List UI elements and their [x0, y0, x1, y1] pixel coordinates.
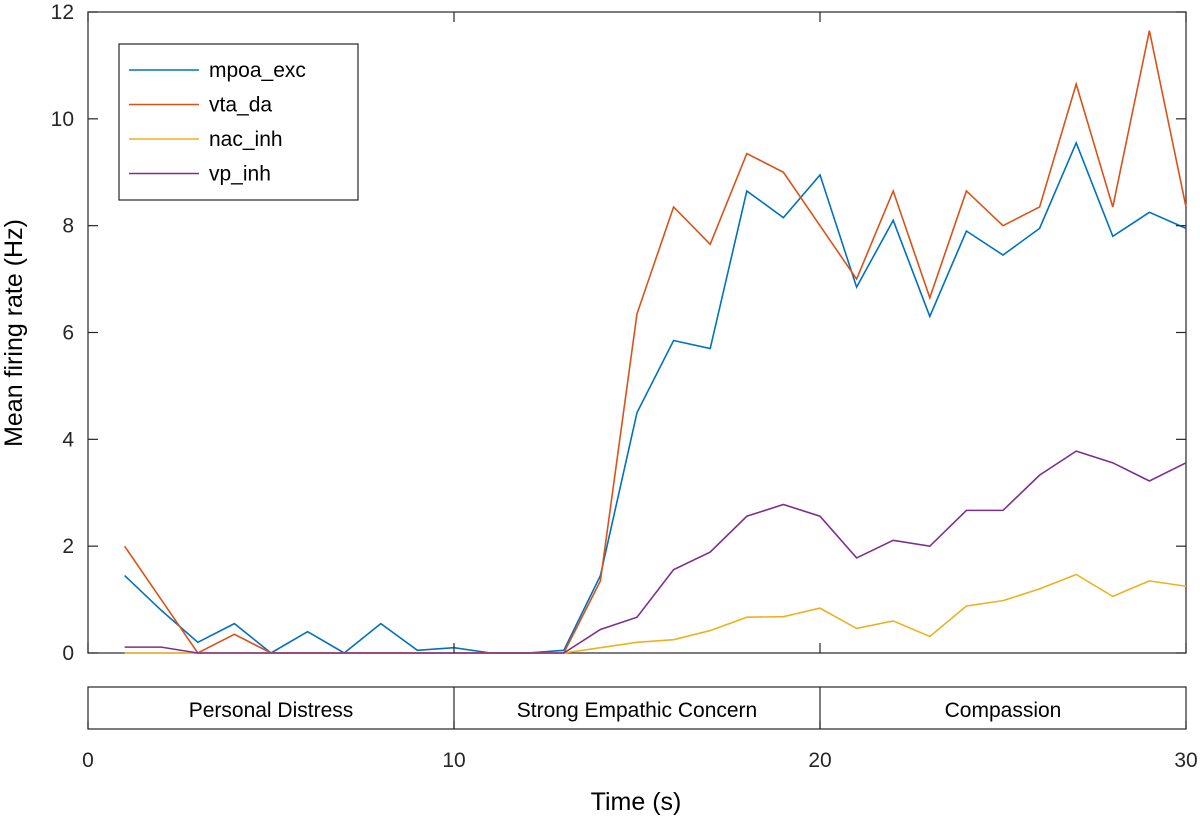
legend-label-nac_inh: nac_inh [209, 128, 283, 151]
y-axis: 0 2 4 6 8 10 12 [51, 1, 1187, 665]
y-tick-label: 8 [62, 215, 74, 238]
x-tick-label: 20 [808, 749, 831, 772]
y-tick-label: 4 [62, 428, 74, 451]
x-axis: 0 10 20 30 [82, 721, 1198, 772]
phase-bar: Personal Distress Strong Empathic Concern… [87, 686, 1187, 730]
legend-label-vp_inh: vp_inh [209, 163, 271, 186]
legend-label-mpoa_exc: mpoa_exc [209, 59, 306, 82]
phase-label: Personal Distress [189, 699, 354, 722]
y-tick-label: 2 [62, 535, 74, 558]
x-tick-label: 10 [442, 749, 465, 772]
series-line-mpoa_exc [124, 140, 1187, 654]
series-line-vp_inh [124, 450, 1187, 654]
y-tick-label: 12 [51, 1, 74, 24]
phase-label: Strong Empathic Concern [517, 699, 757, 722]
legend-label-vta_da: vta_da [209, 94, 272, 117]
x-tick-label: 30 [1174, 749, 1197, 772]
phase-bar-frame [87, 686, 1187, 730]
x-axis-label: Time (s) [591, 788, 682, 816]
series-layer [123, 30, 1187, 655]
y-tick-label: 10 [51, 108, 74, 131]
x-tick-label: 0 [82, 749, 94, 772]
phase-label: Compassion [945, 699, 1062, 722]
y-tick-label: 0 [62, 642, 74, 665]
legend: mpoa_exc vta_da nac_inh vp_inh [118, 43, 359, 201]
y-tick-label: 6 [62, 322, 74, 345]
y-axis-label: Mean firing rate (Hz) [0, 219, 28, 447]
